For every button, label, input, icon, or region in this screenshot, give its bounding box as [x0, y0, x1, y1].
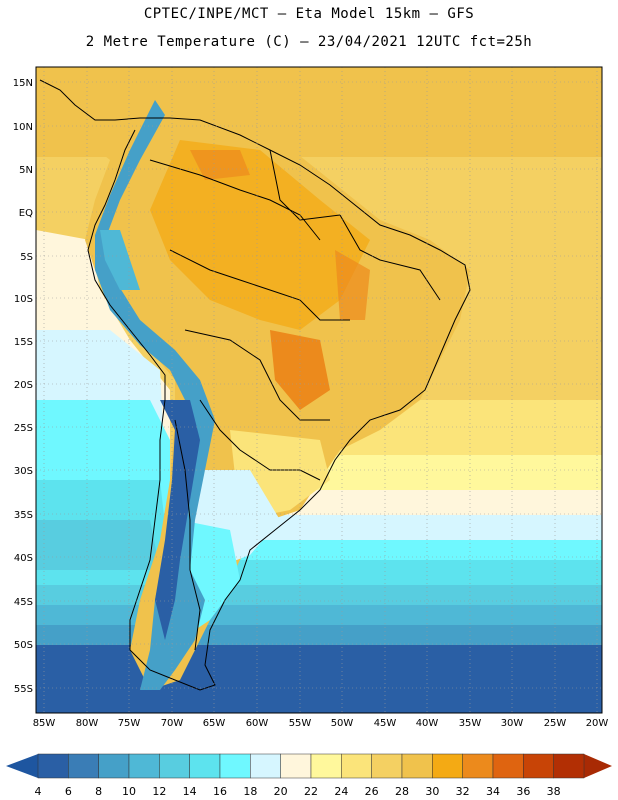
lon-label: 65W — [203, 718, 226, 729]
colorbar-label: 6 — [65, 785, 72, 798]
lon-label: 70W — [161, 718, 184, 729]
lon-label: 45W — [374, 718, 397, 729]
coastline-borders — [39, 79, 471, 691]
colorbar-swatch — [523, 753, 554, 779]
lat-label: 55S — [14, 684, 33, 695]
colorbar-label: 4 — [35, 785, 42, 798]
colorbar-swatch — [37, 753, 69, 779]
lon-label: 35W — [459, 718, 482, 729]
temperature-map-panel — [36, 67, 602, 713]
lat-label: 30S — [14, 466, 33, 477]
colorbar-swatch — [68, 753, 99, 779]
colorbar-swatch — [128, 753, 160, 779]
colorbar-label: 38 — [547, 785, 561, 798]
colorbar-swatch — [371, 753, 403, 779]
colorbar-swatch — [492, 753, 524, 779]
longitude-axis: 85W 80W 75W 70W 65W 60W 55W 50W 45W 40W … — [33, 718, 609, 729]
colorbar-swatch — [462, 753, 494, 779]
colorbar-label: 28 — [395, 785, 409, 798]
lat-label: 15N — [13, 78, 33, 89]
colorbar-swatch — [280, 753, 312, 779]
lon-label: 20W — [586, 718, 609, 729]
colorbar-right-arrow — [584, 754, 612, 778]
lon-label: 55W — [289, 718, 312, 729]
lat-label: 20S — [14, 380, 33, 391]
lat-label: 50S — [14, 640, 33, 651]
colorbar-swatch — [98, 753, 130, 779]
colorbar-swatch — [341, 753, 372, 779]
lon-label: 75W — [118, 718, 141, 729]
colorbar-label: 20 — [274, 785, 288, 798]
lat-label: 45S — [14, 597, 33, 608]
colorbar-label: 22 — [304, 785, 318, 798]
colorbar-swatch — [432, 753, 463, 779]
colorbar-swatch — [401, 753, 433, 779]
colorbar-label: 18 — [243, 785, 257, 798]
colorbar-label: 8 — [95, 785, 102, 798]
lat-label: 10S — [14, 294, 33, 305]
colorbar: 4 6 8 10 12 14 16 18 20 22 24 26 28 30 32 34 36 38 — [6, 753, 612, 798]
lon-label: 30W — [501, 718, 524, 729]
lon-label: 60W — [246, 718, 269, 729]
colorbar-swatch — [219, 753, 251, 779]
lat-label: 35S — [14, 510, 33, 521]
lat-label: 5S — [20, 252, 33, 263]
colorbar-label: 12 — [152, 785, 166, 798]
lat-label: 15S — [14, 337, 33, 348]
lat-label: 25S — [14, 423, 33, 434]
colorbar-label: 32 — [456, 785, 470, 798]
colorbar-label: 10 — [122, 785, 136, 798]
colorbar-label: 26 — [365, 785, 379, 798]
map-title-line1: CPTEC/INPE/MCT – Eta Model 15km – GFS — [143, 6, 475, 22]
colorbar-left-arrow — [6, 754, 38, 778]
lat-label: EQ — [19, 208, 33, 219]
colorbar-label: 24 — [334, 785, 348, 798]
colorbar-label: 30 — [425, 785, 439, 798]
map-frame — [35, 66, 603, 714]
lon-label: 80W — [76, 718, 99, 729]
lon-label: 25W — [544, 718, 567, 729]
lon-label: 85W — [33, 718, 56, 729]
colorbar-swatch — [310, 753, 342, 779]
colorbar-label: 14 — [183, 785, 197, 798]
colorbar-swatch — [553, 753, 585, 779]
latitude-axis: 15N 10N 5N EQ 5S 10S 15S 20S 25S 30S 35S… — [13, 78, 33, 695]
colorbar-swatch — [159, 753, 190, 779]
colorbar-swatch — [189, 753, 221, 779]
colorbar-label: 36 — [516, 785, 530, 798]
lat-label: 5N — [19, 165, 33, 176]
colorbar-label: 16 — [213, 785, 227, 798]
map-title-line2: 2 Metre Temperature (C) – 23/04/2021 12U… — [85, 34, 533, 50]
lat-label: 10N — [13, 122, 33, 133]
lat-label: 40S — [14, 553, 33, 564]
lon-label: 50W — [331, 718, 354, 729]
colorbar-label: 34 — [486, 785, 500, 798]
lon-label: 40W — [416, 718, 439, 729]
colorbar-swatch — [250, 753, 281, 779]
